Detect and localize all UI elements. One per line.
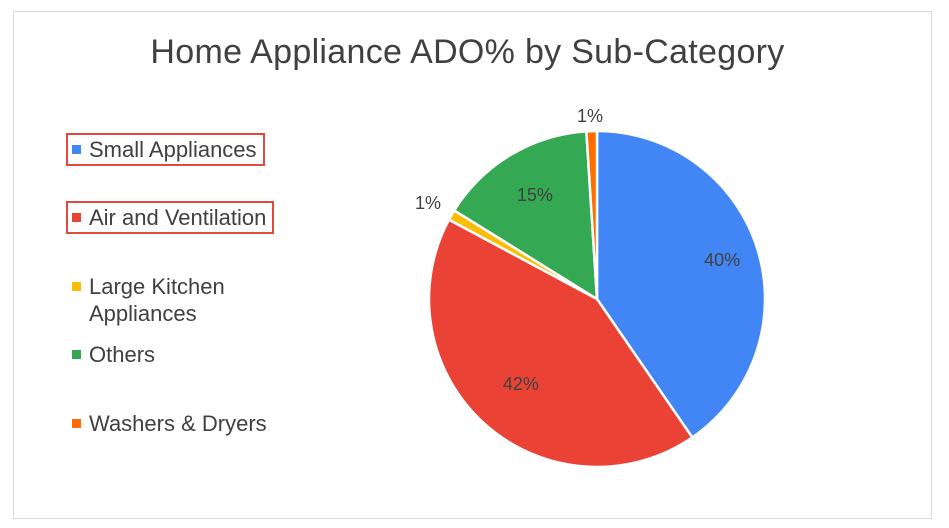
data-label-large-kitchen-appliances: 1% [415, 193, 441, 213]
chart-title: Home Appliance ADO% by Sub-Category [150, 33, 785, 71]
legend-swatch-washers-and-dryers [72, 419, 81, 428]
pie-slice-small-appliances[interactable] [595, 129, 767, 440]
legend-swatch-small-appliances [72, 145, 81, 154]
legend-item-small-appliances[interactable]: Small Appliances [66, 133, 265, 166]
data-label-air-and-ventilation: 42% [503, 374, 539, 394]
legend-item-large-kitchen-appliances[interactable]: Large Kitchen Appliances [72, 273, 262, 327]
data-label-others: 15% [517, 185, 553, 205]
data-label-small-appliances: 40% [704, 250, 740, 270]
legend-swatch-air-and-ventilation [72, 213, 81, 222]
legend-item-air-and-ventilation[interactable]: Air and Ventilation [66, 201, 275, 234]
legend-label-washers-and-dryers: Washers & Dryers [89, 411, 267, 436]
legend-item-others[interactable]: Others [72, 341, 155, 368]
legend-label-large-kitchen-appliances: Large Kitchen Appliances [89, 274, 225, 326]
legend-label-air-and-ventilation: Air and Ventilation [89, 205, 267, 230]
pie-slice-washers-dryers[interactable] [585, 129, 599, 300]
legend-label-others: Others [89, 342, 156, 367]
legend-swatch-others [72, 350, 81, 359]
data-label-washers-dryers: 1% [577, 106, 603, 126]
pie-slice-air-and-ventilation[interactable] [427, 217, 695, 469]
legend-label-small-appliances: Small Appliances [89, 137, 257, 162]
pie-slice-others[interactable] [452, 130, 599, 302]
legend-swatch-large-kitchen-appliances [72, 282, 81, 291]
legend-item-washers-and-dryers[interactable]: Washers & Dryers [72, 410, 267, 437]
